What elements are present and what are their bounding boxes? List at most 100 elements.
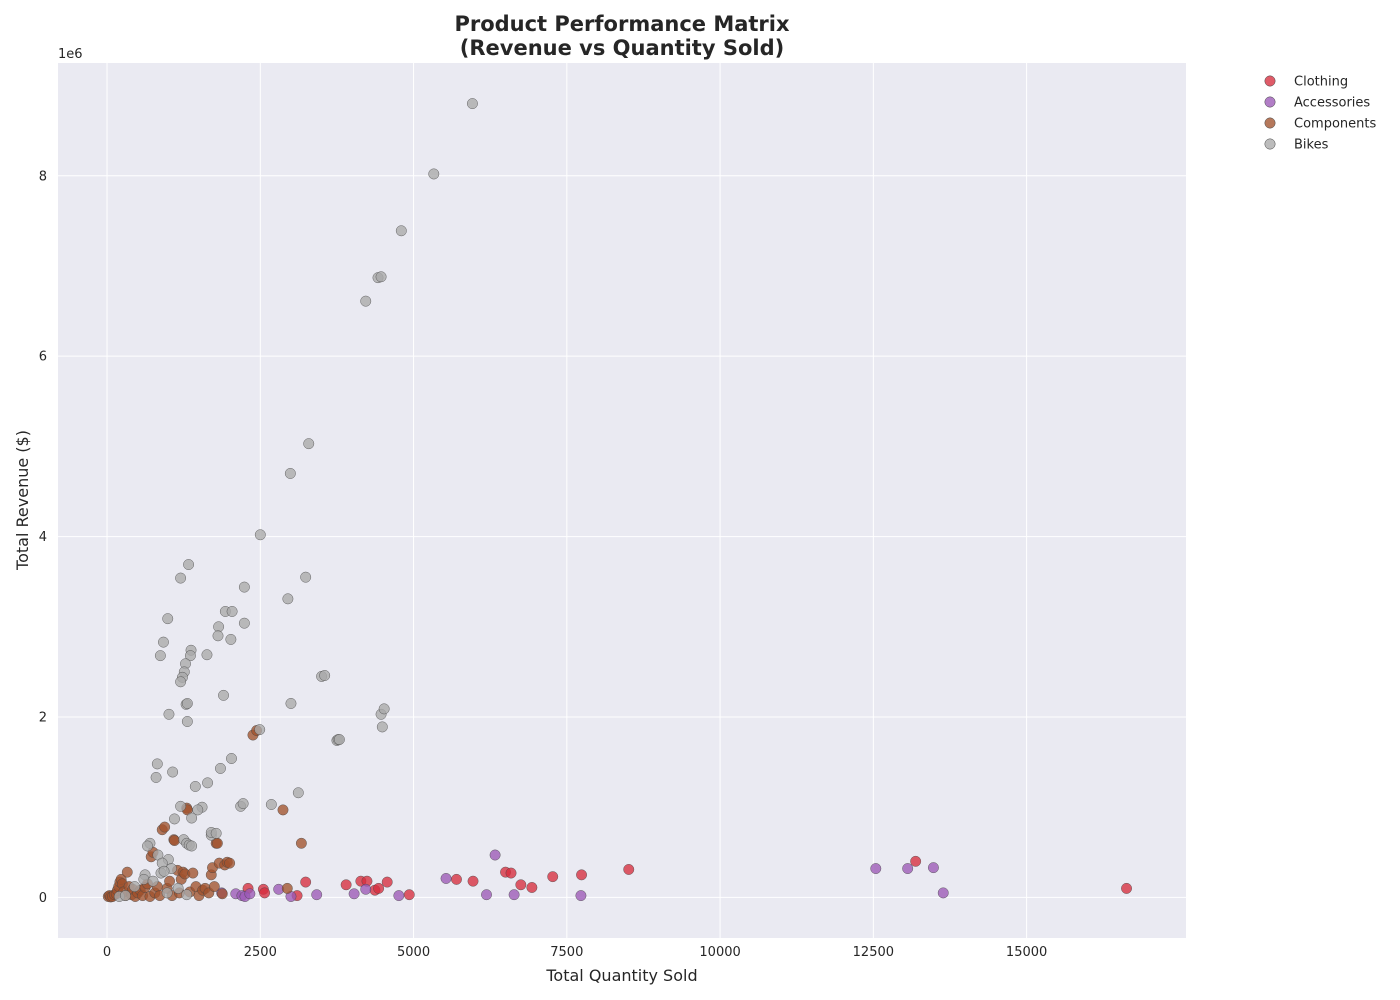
data-point	[254, 724, 266, 736]
y-axis-offset-label: 1e6	[58, 47, 83, 62]
data-point	[440, 873, 452, 884]
data-point	[202, 777, 214, 789]
data-point	[238, 581, 250, 593]
data-point	[515, 879, 527, 891]
data-point	[163, 708, 175, 720]
data-point	[395, 225, 407, 237]
data-point	[466, 98, 478, 110]
data-point	[303, 438, 315, 450]
data-point	[381, 876, 393, 888]
data-point	[526, 882, 538, 893]
x-axis-label: Total Quantity Sold	[545, 966, 697, 985]
data-point	[360, 295, 372, 307]
data-point	[300, 876, 312, 888]
data-point	[373, 882, 385, 894]
data-point	[175, 676, 187, 688]
data-point	[375, 271, 387, 283]
data-point	[311, 889, 323, 901]
data-point	[218, 689, 229, 701]
y-tick-label: 6	[39, 350, 47, 365]
data-point	[285, 698, 297, 709]
legend-marker	[1264, 96, 1276, 108]
data-point	[902, 863, 914, 874]
data-point	[870, 863, 882, 874]
data-point	[201, 649, 213, 661]
data-point	[162, 613, 174, 625]
data-point	[623, 863, 635, 875]
y-tick-label: 2	[39, 710, 47, 725]
x-tick-label: 2500	[244, 945, 277, 960]
chart-title-line-2: (Revenue vs Quantity Sold)	[460, 36, 784, 60]
x-tick-label: 15000	[1006, 945, 1047, 960]
data-point	[181, 698, 193, 709]
data-point	[169, 813, 180, 825]
x-tick-label: 5000	[397, 945, 430, 960]
data-point	[238, 617, 250, 629]
legend-marker	[1264, 75, 1276, 87]
data-point	[489, 849, 501, 861]
data-point	[467, 875, 479, 887]
legend-marker	[1264, 117, 1276, 129]
x-tick-labels: 0 2500 5000 7500 10000 12500 15000	[103, 945, 1047, 960]
data-point	[142, 840, 153, 852]
data-point	[119, 890, 131, 902]
legend-label: Accessories	[1294, 96, 1370, 111]
data-point	[167, 766, 179, 778]
data-point	[376, 721, 388, 733]
data-point	[937, 887, 949, 899]
data-point	[226, 753, 237, 764]
chart-title-line-1: Product Performance Matrix	[454, 12, 790, 36]
data-point	[208, 881, 220, 893]
data-point	[910, 855, 922, 867]
data-point	[154, 650, 166, 662]
data-point	[224, 857, 236, 869]
x-tick-label: 7500	[550, 945, 583, 960]
data-point	[360, 883, 372, 895]
data-point	[172, 882, 184, 894]
data-point	[226, 606, 238, 617]
legend: Clothing Accessories Components Bikes	[1264, 75, 1376, 153]
data-points	[102, 98, 1132, 903]
data-point	[319, 670, 331, 681]
data-point	[393, 890, 405, 902]
data-point	[157, 636, 169, 648]
data-point	[210, 827, 222, 839]
y-tick-label: 0	[39, 891, 47, 906]
data-point	[508, 889, 520, 901]
data-point	[1121, 882, 1132, 894]
data-point	[186, 812, 198, 824]
data-point	[147, 875, 159, 887]
series-bikes	[113, 98, 478, 902]
data-point	[237, 798, 249, 810]
data-point	[187, 867, 199, 879]
data-point	[225, 633, 237, 645]
data-point	[192, 804, 204, 816]
data-point	[254, 529, 266, 541]
y-axis-label: Total Revenue ($)	[13, 430, 32, 571]
legend-label: Bikes	[1294, 138, 1329, 153]
data-point	[216, 888, 228, 900]
data-point	[138, 873, 150, 885]
y-tick-labels: 0 2 4 6 8	[39, 169, 47, 906]
data-point	[284, 467, 296, 479]
x-tick-label: 0	[103, 945, 111, 960]
data-point	[281, 882, 293, 894]
series-accessories	[216, 849, 949, 902]
data-point	[505, 867, 517, 879]
data-point	[150, 771, 162, 783]
data-point	[451, 873, 462, 885]
x-tick-label: 10000	[699, 945, 740, 960]
data-point	[277, 804, 289, 816]
data-point	[576, 869, 587, 881]
data-point	[403, 889, 415, 901]
data-point	[259, 887, 271, 899]
legend-marker	[1264, 138, 1276, 150]
data-point	[184, 650, 196, 662]
plot-area	[58, 63, 1186, 938]
data-point	[300, 571, 312, 583]
data-point	[164, 875, 176, 887]
data-point	[121, 866, 133, 878]
data-point	[175, 572, 187, 584]
data-point	[348, 888, 360, 900]
data-point	[215, 762, 226, 774]
